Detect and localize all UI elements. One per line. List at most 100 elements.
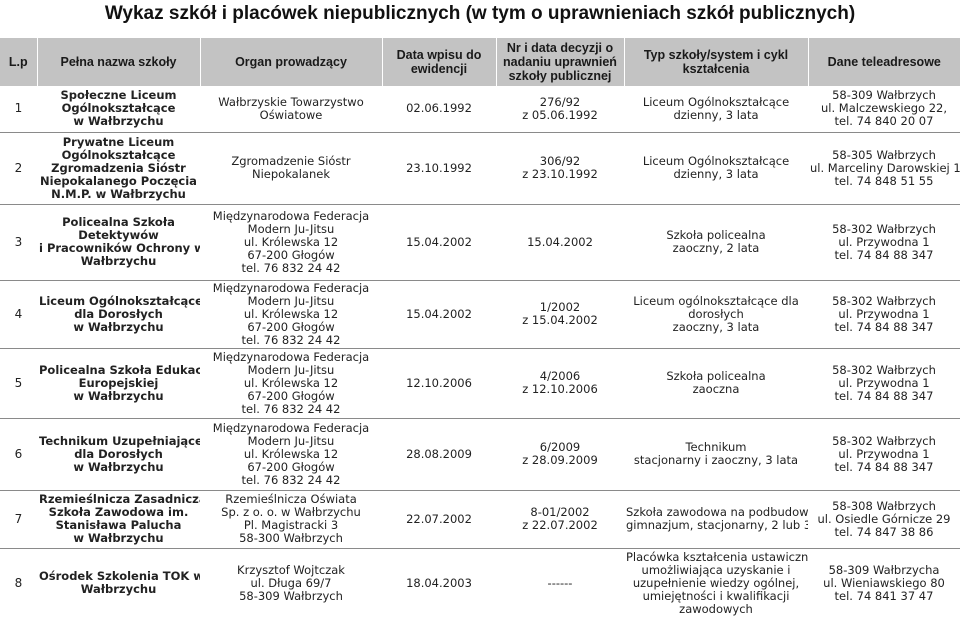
table-row: 6 Technikum Uzupełniające dla Dorosłych w W… bbox=[0, 418, 960, 491]
cell-decision: 6/2009 z 28.09.2009 bbox=[496, 418, 624, 491]
cell-type-line: Liceum Ogólnokształcące bbox=[642, 94, 790, 109]
cell-name: Społeczne Liceum Ogólnokształcące w Wałbrz… bbox=[37, 86, 200, 133]
cell-organ-line: Międzynarodowa Federacja bbox=[212, 349, 370, 364]
table-body: 1 Społeczne Liceum Ogólnokształcące w Wałbr… bbox=[0, 86, 960, 618]
cell-lp-line: 7 bbox=[14, 511, 23, 526]
cell-organ-line: 67-200 Głogów bbox=[247, 459, 335, 474]
cell-contact-line: 58-309 Wałbrzycha bbox=[828, 562, 940, 577]
cell-organ-line: 67-200 Głogów bbox=[247, 247, 335, 262]
cell-organ: Międzynarodowa Federacja Modern Ju-Jitsu u… bbox=[200, 418, 382, 491]
cell-decision-line: 306/92 bbox=[539, 154, 581, 168]
cell-date-line: 22.07.2002 bbox=[406, 511, 472, 526]
cell-organ-line: ul. Królewska 12 bbox=[243, 446, 339, 461]
header-type-line: kształcenia bbox=[682, 62, 750, 76]
cell-name-line: w Wałbrzychu bbox=[73, 388, 164, 403]
cell-decision: 8-01/2002 z 22.07.2002 bbox=[496, 490, 624, 549]
cell-decision: 4/2006 z 12.10.2006 bbox=[496, 348, 624, 419]
header-name-line: Pełna nazwa szkoły bbox=[60, 55, 177, 69]
cell-date: 12.10.2006 bbox=[382, 348, 496, 419]
cell-name-line: w Wałbrzychu bbox=[73, 319, 164, 334]
cell-lp: 1 bbox=[0, 86, 37, 133]
cell-name-line: N.M.P. w Wałbrzychu bbox=[51, 186, 186, 201]
cell-type-line: zawodowych bbox=[679, 601, 753, 616]
cell-organ-line: tel. 76 832 24 42 bbox=[241, 401, 341, 416]
cell-decision-line: ------ bbox=[547, 575, 573, 590]
cell-type-line: stacjonarny i zaoczny, 3 lata bbox=[633, 453, 799, 467]
cell-name: Policealna Szkoła Edukacji Europejskiej w … bbox=[37, 348, 200, 419]
cell-decision-line: 6/2009 bbox=[539, 440, 581, 454]
cell-type-line: umożliwiająca uzyskanie i bbox=[641, 562, 791, 577]
cell-date-line: 12.10.2006 bbox=[406, 375, 472, 390]
cell-type: Liceum Ogólnokształcące dzienny, 3 lata bbox=[624, 132, 808, 205]
cell-decision-line: 4/2006 bbox=[539, 369, 581, 383]
cell-decision-line: z 12.10.2006 bbox=[522, 382, 598, 396]
cell-name-line: Rzemieślnicza Zasadnicza bbox=[39, 492, 200, 506]
cell-organ-line: 67-200 Głogów bbox=[247, 319, 335, 334]
header-lp: L.p bbox=[0, 38, 38, 86]
cell-organ-line: tel. 76 832 24 42 bbox=[241, 332, 341, 347]
cell-decision: 306/92 z 23.10.1992 bbox=[496, 132, 624, 205]
cell-organ-line: ul. Królewska 12 bbox=[243, 306, 339, 321]
cell-organ-line: Wałbrzyskie Towarzystwo bbox=[218, 94, 364, 109]
cell-contact-line: ul. Przywodna 1 bbox=[838, 306, 930, 321]
cell-name-line: Liceum Ogólnokształcące bbox=[39, 293, 200, 308]
cell-contact: 58-302 Wałbrzych ul. Przywodna 1 tel. 74 8… bbox=[808, 280, 960, 349]
cell-name-line: Europejskiej bbox=[78, 375, 159, 390]
cell-type: Szkoła policealna zaoczna bbox=[624, 348, 808, 419]
cell-date: 02.06.1992 bbox=[382, 86, 496, 133]
cell-name-line: w Wałbrzychu bbox=[73, 531, 164, 545]
cell-type-line: Liceum ogólnokształcące dla bbox=[633, 293, 799, 308]
cell-organ-line: Modern Ju-Jitsu bbox=[247, 362, 335, 377]
cell-organ: Międzynarodowa Federacja Modern Ju-Jitsu u… bbox=[200, 204, 382, 281]
cell-decision-line: z 15.04.2002 bbox=[522, 313, 598, 327]
cell-contact-line: tel. 74 84 88 347 bbox=[834, 319, 934, 334]
cell-type-line: dzienny, 3 lata bbox=[673, 167, 759, 181]
header-type-line: Typ szkoły/system i cykl bbox=[643, 48, 789, 62]
cell-name: Policealna Szkoła Detektywów i Pracowników… bbox=[37, 204, 200, 281]
cell-organ: Krzysztof Wojtczak ul. Długa 69/7 58-309 W… bbox=[200, 548, 382, 618]
cell-type: Szkoła zawodowa na podbudowie gimnazjum, … bbox=[624, 490, 808, 549]
cell-decision-line: z 23.10.1992 bbox=[522, 167, 598, 181]
cell-type-line: uzupełnienie wiedzy ogólnej, bbox=[632, 575, 800, 590]
cell-organ-line: Modern Ju-Jitsu bbox=[247, 433, 335, 448]
cell-lp: 5 bbox=[0, 348, 37, 419]
cell-name-line: Stanisława Palucha bbox=[55, 518, 182, 532]
cell-date: 15.04.2002 bbox=[382, 280, 496, 349]
cell-decision-line: z 28.09.2009 bbox=[522, 453, 598, 467]
header-contact: Dane teleadresowe bbox=[808, 38, 960, 86]
cell-decision: 15.04.2002 bbox=[496, 204, 624, 281]
header-organ: Organ prowadzący bbox=[200, 38, 383, 86]
cell-name: Rzemieślnicza Zasadnicza Szkoła Zawodowa … bbox=[37, 490, 200, 549]
cell-contact: 58-302 Wałbrzych ul. Przywodna 1 tel. 74 8… bbox=[808, 204, 960, 281]
cell-organ: Międzynarodowa Federacja Modern Ju-Jitsu u… bbox=[200, 280, 382, 349]
cell-organ-line: Oświatowe bbox=[259, 107, 323, 122]
cell-date: 23.10.1992 bbox=[382, 132, 496, 205]
cell-organ-line: Modern Ju-Jitsu bbox=[247, 221, 335, 236]
cell-contact: 58-302 Wałbrzych ul. Przywodna 1 tel. 74 8… bbox=[808, 348, 960, 419]
cell-contact-line: 58-302 Wałbrzych bbox=[832, 433, 936, 448]
header-date-line: Data wpisu do bbox=[396, 48, 482, 62]
cell-type-line: Liceum Ogólnokształcące bbox=[642, 154, 790, 168]
cell-decision: 1/2002 z 15.04.2002 bbox=[496, 280, 624, 349]
cell-organ-line: ul. Długa 69/7 bbox=[250, 575, 332, 590]
cell-lp-line: 3 bbox=[14, 234, 23, 249]
cell-name-line: dla Dorosłych bbox=[74, 446, 163, 461]
cell-contact-line: ul. Osiedle Górnicze 29 bbox=[817, 511, 951, 526]
header-row: L.p Pełna nazwa szkoły Organ prowadzący … bbox=[0, 38, 960, 86]
header-name: Pełna nazwa szkoły bbox=[37, 38, 201, 86]
cell-name-line: Ośrodek Szkolenia TOK w bbox=[39, 569, 200, 584]
cell-type-line: Szkoła policealna bbox=[666, 369, 766, 383]
cell-name-line: Policealna Szkoła bbox=[62, 215, 175, 229]
cell-name-line: Detektywów bbox=[78, 228, 159, 242]
cell-name-line: Prywatne Liceum bbox=[62, 134, 175, 149]
cell-date: 18.04.2003 bbox=[382, 548, 496, 618]
cell-lp: 4 bbox=[0, 280, 37, 349]
header-decision-line: Nr i data decyzji o bbox=[506, 41, 614, 55]
cell-organ-line: Niepokalanek bbox=[252, 167, 330, 181]
cell-date-line: 02.06.1992 bbox=[406, 101, 472, 116]
cell-name-line: Szkoła Zawodowa im. bbox=[48, 505, 189, 519]
cell-lp: 6 bbox=[0, 418, 37, 491]
cell-name-line: Technikum Uzupełniające bbox=[39, 433, 200, 448]
cell-type-line: Placówka kształcenia ustawicznego bbox=[626, 549, 808, 564]
header-date-line: ewidencji bbox=[410, 62, 468, 76]
